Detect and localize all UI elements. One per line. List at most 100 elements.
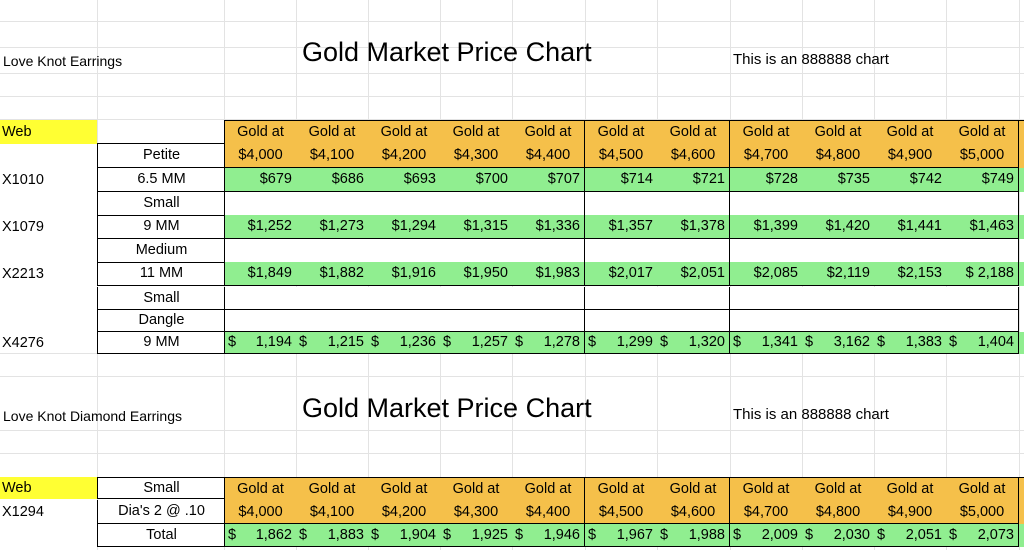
- price-cell[interactable]: $735: [802, 168, 875, 192]
- gold-header-cell[interactable]: Gold at $4,200: [368, 120, 441, 168]
- empty-cell[interactable]: [874, 287, 947, 310]
- empty-cell[interactable]: [368, 239, 441, 263]
- gold-header-cell[interactable]: Gold at $4,100: [296, 120, 369, 168]
- empty-cell[interactable]: [802, 192, 875, 216]
- empty-cell[interactable]: [657, 287, 730, 310]
- gold-header-cell[interactable]: Gold at $4,100: [296, 477, 369, 524]
- empty-cell[interactable]: [874, 192, 947, 216]
- gold-header-cell[interactable]: Gold at $4,000: [224, 120, 297, 168]
- gold-header-cell[interactable]: Gold at $4,900: [874, 477, 947, 524]
- empty-cell[interactable]: [657, 239, 730, 263]
- empty-cell[interactable]: [946, 192, 1019, 216]
- price-cell[interactable]: $2,051: [657, 262, 730, 286]
- price-cell[interactable]: $1,215: [296, 332, 369, 354]
- empty-cell[interactable]: [296, 239, 369, 263]
- gold-header-cell[interactable]: Gold at $4,800: [802, 477, 875, 524]
- price-cell[interactable]: $1,341: [730, 332, 803, 354]
- empty-cell[interactable]: [802, 287, 875, 310]
- empty-cell[interactable]: [368, 310, 441, 332]
- empty-cell[interactable]: [224, 310, 297, 332]
- price-cell[interactable]: $3,162: [802, 332, 875, 354]
- empty-cell[interactable]: [224, 192, 297, 216]
- gold-header-cell[interactable]: Gold at $4,400: [512, 120, 585, 168]
- price-cell[interactable]: $1,882: [296, 262, 369, 286]
- price-cell[interactable]: $1,399: [730, 215, 803, 239]
- gold-header-cell[interactable]: Gold at $4,600: [657, 120, 730, 168]
- price-cell[interactable]: $1,950: [440, 262, 513, 286]
- empty-cell[interactable]: [657, 310, 730, 332]
- price-cell[interactable]: $1,983: [512, 262, 585, 286]
- price-cell[interactable]: $1,273: [296, 215, 369, 239]
- price-cell[interactable]: $2,119: [802, 262, 875, 286]
- empty-cell[interactable]: [874, 239, 947, 263]
- price-overflow-cell[interactable]: [1019, 215, 1024, 239]
- empty-cell[interactable]: [585, 287, 658, 310]
- price-cell[interactable]: $2,073: [946, 524, 1019, 547]
- empty-cell[interactable]: [802, 239, 875, 263]
- price-cell[interactable]: $1,463: [946, 215, 1019, 239]
- price-cell[interactable]: $1,383: [874, 332, 947, 354]
- price-cell[interactable]: $728: [730, 168, 803, 192]
- price-cell[interactable]: $1,946: [512, 524, 585, 547]
- gold-header-cell[interactable]: Gold at $4,400: [512, 477, 585, 524]
- gold-header-cell[interactable]: Gold at $4,500: [585, 120, 658, 168]
- empty-cell[interactable]: [512, 192, 585, 216]
- gold-header-cell[interactable]: Gold at $4,900: [874, 120, 947, 168]
- price-cell[interactable]: $707: [512, 168, 585, 192]
- gold-header-cell[interactable]: Gold at $5,000: [946, 120, 1019, 168]
- empty-cell[interactable]: [585, 239, 658, 263]
- price-cell[interactable]: $714: [585, 168, 658, 192]
- price-cell[interactable]: $2,009: [730, 524, 803, 547]
- empty-cell[interactable]: [730, 192, 803, 216]
- price-cell[interactable]: $679: [224, 168, 297, 192]
- empty-cell[interactable]: [585, 310, 658, 332]
- empty-cell[interactable]: [730, 310, 803, 332]
- empty-cell[interactable]: [296, 192, 369, 216]
- empty-cell[interactable]: [296, 287, 369, 310]
- price-cell[interactable]: $1,404: [946, 332, 1019, 354]
- gold-header-cell[interactable]: Gold at $4,300: [440, 120, 513, 168]
- empty-cell[interactable]: [368, 287, 441, 310]
- empty-cell[interactable]: [946, 287, 1019, 310]
- price-cell[interactable]: $1,252: [224, 215, 297, 239]
- empty-cell[interactable]: [730, 239, 803, 263]
- empty-cell[interactable]: [296, 310, 369, 332]
- price-cell[interactable]: $1,315: [440, 215, 513, 239]
- price-cell[interactable]: $1,357: [585, 215, 658, 239]
- gold-header-cell[interactable]: Gold at $4,200: [368, 477, 441, 524]
- empty-cell[interactable]: [368, 192, 441, 216]
- price-cell[interactable]: $1,904: [368, 524, 441, 547]
- price-cell[interactable]: $1,378: [657, 215, 730, 239]
- empty-cell[interactable]: [440, 239, 513, 263]
- price-cell[interactable]: $1,320: [657, 332, 730, 354]
- price-cell[interactable]: $686: [296, 168, 369, 192]
- price-cell[interactable]: $2,030: [802, 524, 875, 547]
- price-overflow-cell[interactable]: [1019, 332, 1024, 354]
- header-overflow-cell[interactable]: [1019, 477, 1024, 524]
- empty-cell[interactable]: [440, 192, 513, 216]
- gold-header-cell[interactable]: Gold at $4,300: [440, 477, 513, 524]
- price-cell[interactable]: $721: [657, 168, 730, 192]
- price-cell[interactable]: $2,017: [585, 262, 658, 286]
- price-cell[interactable]: $1,967: [585, 524, 658, 547]
- price-cell[interactable]: $1,862: [224, 524, 297, 547]
- price-cell[interactable]: $693: [368, 168, 441, 192]
- empty-cell[interactable]: [512, 287, 585, 310]
- price-overflow-cell[interactable]: [1019, 524, 1024, 547]
- price-cell[interactable]: $1,278: [512, 332, 585, 354]
- gold-header-cell[interactable]: Gold at $4,600: [657, 477, 730, 524]
- empty-cell[interactable]: [657, 192, 730, 216]
- empty-cell[interactable]: [802, 310, 875, 332]
- price-cell[interactable]: $2,051: [874, 524, 947, 547]
- gold-header-cell[interactable]: Gold at $4,500: [585, 477, 658, 524]
- empty-cell[interactable]: [585, 192, 658, 216]
- price-cell[interactable]: $2,085: [730, 262, 803, 286]
- price-cell[interactable]: $1,441: [874, 215, 947, 239]
- price-cell[interactable]: $1,849: [224, 262, 297, 286]
- empty-cell[interactable]: [946, 310, 1019, 332]
- empty-cell[interactable]: [224, 239, 297, 263]
- empty-cell[interactable]: [946, 239, 1019, 263]
- price-cell[interactable]: $1,194: [224, 332, 297, 354]
- price-cell[interactable]: $1,916: [368, 262, 441, 286]
- empty-cell[interactable]: [512, 310, 585, 332]
